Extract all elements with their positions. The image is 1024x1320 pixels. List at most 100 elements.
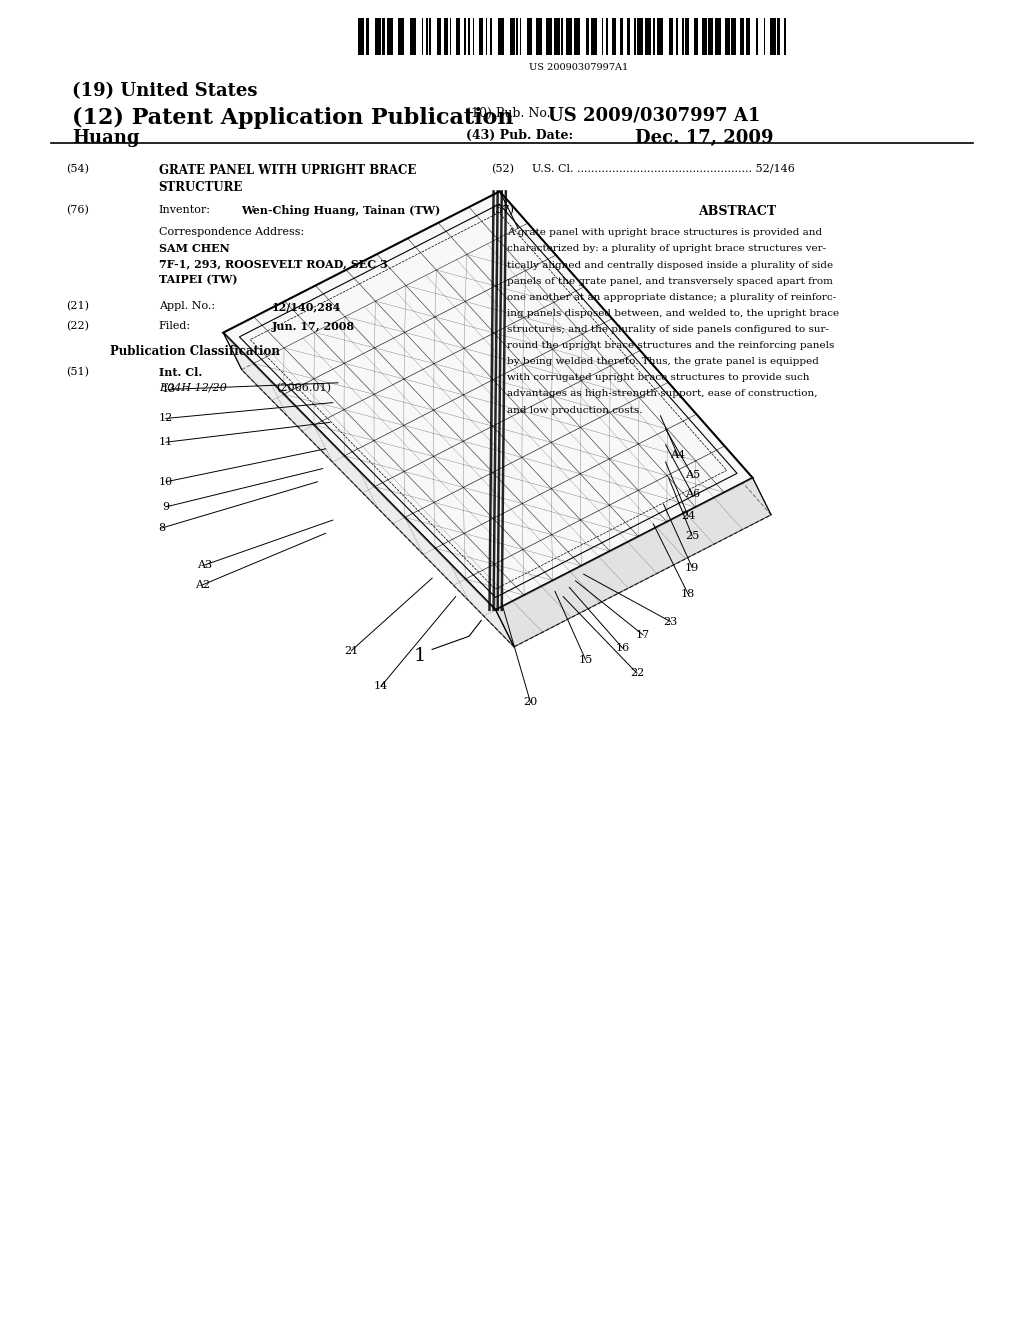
Bar — [740, 18, 744, 55]
Bar — [468, 18, 470, 55]
Text: 25: 25 — [685, 531, 699, 541]
Bar — [634, 18, 636, 55]
Text: A2: A2 — [196, 579, 210, 590]
Text: advantages as high-strength support, ease of construction,: advantages as high-strength support, eas… — [507, 389, 817, 399]
Bar — [612, 18, 616, 55]
Bar — [602, 18, 603, 55]
Text: TAIPEI (TW): TAIPEI (TW) — [159, 275, 238, 285]
Text: A6: A6 — [685, 488, 699, 499]
Text: US 2009/0307997 A1: US 2009/0307997 A1 — [548, 107, 760, 125]
Text: (43) Pub. Date:: (43) Pub. Date: — [466, 129, 573, 143]
Text: 12/140,284: 12/140,284 — [271, 301, 341, 312]
Bar — [485, 18, 487, 55]
Text: 16: 16 — [615, 643, 630, 653]
Bar — [621, 18, 623, 55]
Text: 12: 12 — [159, 413, 173, 424]
Polygon shape — [496, 478, 771, 647]
Text: ing panels disposed between, and welded to, the upright brace: ing panels disposed between, and welded … — [507, 309, 839, 318]
Text: 1: 1 — [414, 647, 426, 665]
Bar — [397, 18, 403, 55]
Text: 15: 15 — [579, 655, 593, 665]
Text: 9: 9 — [163, 502, 169, 512]
Text: Publication Classification: Publication Classification — [110, 345, 280, 358]
Text: (54): (54) — [67, 164, 89, 174]
Text: 21: 21 — [344, 645, 358, 656]
Text: Wen-Ching Huang, Tainan (TW): Wen-Ching Huang, Tainan (TW) — [241, 205, 440, 215]
Bar — [489, 18, 493, 55]
Text: US 20090307997A1: US 20090307997A1 — [529, 63, 628, 73]
Text: and low production costs.: and low production costs. — [507, 405, 642, 414]
Text: panels of the grate panel, and transversely spaced apart from: panels of the grate panel, and transvers… — [507, 277, 833, 285]
Text: 19: 19 — [685, 562, 699, 573]
Bar — [464, 18, 466, 55]
Bar — [725, 18, 730, 55]
Bar — [784, 18, 786, 55]
Bar — [694, 18, 698, 55]
Text: A4: A4 — [671, 450, 685, 461]
Text: 13: 13 — [162, 384, 176, 395]
Text: STRUCTURE: STRUCTURE — [159, 181, 243, 194]
Bar — [358, 18, 365, 55]
Bar — [685, 18, 689, 55]
Bar — [702, 18, 707, 55]
Bar — [437, 18, 441, 55]
Bar — [676, 18, 678, 55]
Bar — [627, 18, 630, 55]
Text: Correspondence Address:: Correspondence Address: — [159, 227, 304, 238]
Bar — [410, 18, 416, 55]
Bar — [777, 18, 780, 55]
Text: (52): (52) — [492, 164, 514, 174]
Text: Huang: Huang — [72, 129, 139, 148]
Polygon shape — [223, 333, 514, 647]
Text: (21): (21) — [67, 301, 89, 312]
Text: 14: 14 — [374, 681, 388, 692]
Text: (2006.01): (2006.01) — [276, 383, 332, 393]
Text: (12) Patent Application Publication: (12) Patent Application Publication — [72, 107, 513, 129]
Bar — [516, 18, 518, 55]
Text: Inventor:: Inventor: — [159, 205, 211, 215]
Text: 24: 24 — [681, 511, 695, 521]
Text: Int. Cl.: Int. Cl. — [159, 367, 202, 378]
Text: by being welded thereto. Thus, the grate panel is equipped: by being welded thereto. Thus, the grate… — [507, 358, 819, 366]
Bar — [367, 18, 369, 55]
Text: A5: A5 — [685, 470, 699, 480]
Text: round the upright brace structures and the reinforcing panels: round the upright brace structures and t… — [507, 341, 835, 350]
Bar — [669, 18, 674, 55]
Bar — [375, 18, 381, 55]
Bar — [764, 18, 766, 55]
Bar — [770, 18, 776, 55]
Text: (57): (57) — [492, 205, 514, 215]
Bar — [473, 18, 474, 55]
Bar — [527, 18, 531, 55]
Text: A grate panel with upright brace structures is provided and: A grate panel with upright brace structu… — [507, 228, 822, 238]
Polygon shape — [223, 191, 753, 610]
Text: structures; and the plurality of side panels configured to sur-: structures; and the plurality of side pa… — [507, 325, 828, 334]
Bar — [499, 18, 504, 55]
Bar — [606, 18, 607, 55]
Bar — [657, 18, 664, 55]
Bar — [709, 18, 713, 55]
Bar — [422, 18, 423, 55]
Text: tically aligned and centrally disposed inside a plurality of side: tically aligned and centrally disposed i… — [507, 260, 833, 269]
Text: Filed:: Filed: — [159, 321, 190, 331]
Text: Jun. 17, 2008: Jun. 17, 2008 — [271, 321, 354, 331]
Bar — [478, 18, 483, 55]
Bar — [561, 18, 563, 55]
Text: with corrugated upright brace structures to provide such: with corrugated upright brace structures… — [507, 374, 809, 383]
Text: 10: 10 — [159, 477, 173, 487]
Bar — [536, 18, 542, 55]
Bar — [715, 18, 721, 55]
Text: 22: 22 — [630, 668, 644, 678]
Text: ABSTRACT: ABSTRACT — [698, 205, 776, 218]
Bar — [450, 18, 452, 55]
Text: 8: 8 — [159, 523, 165, 533]
Text: GRATE PANEL WITH UPRIGHT BRACE: GRATE PANEL WITH UPRIGHT BRACE — [159, 164, 416, 177]
Bar — [587, 18, 589, 55]
Text: (76): (76) — [67, 205, 89, 215]
Text: 23: 23 — [664, 616, 678, 627]
Text: E04H 12/20: E04H 12/20 — [159, 383, 226, 393]
Bar — [566, 18, 571, 55]
Bar — [443, 18, 449, 55]
Text: (22): (22) — [67, 321, 89, 331]
Bar — [554, 18, 560, 55]
